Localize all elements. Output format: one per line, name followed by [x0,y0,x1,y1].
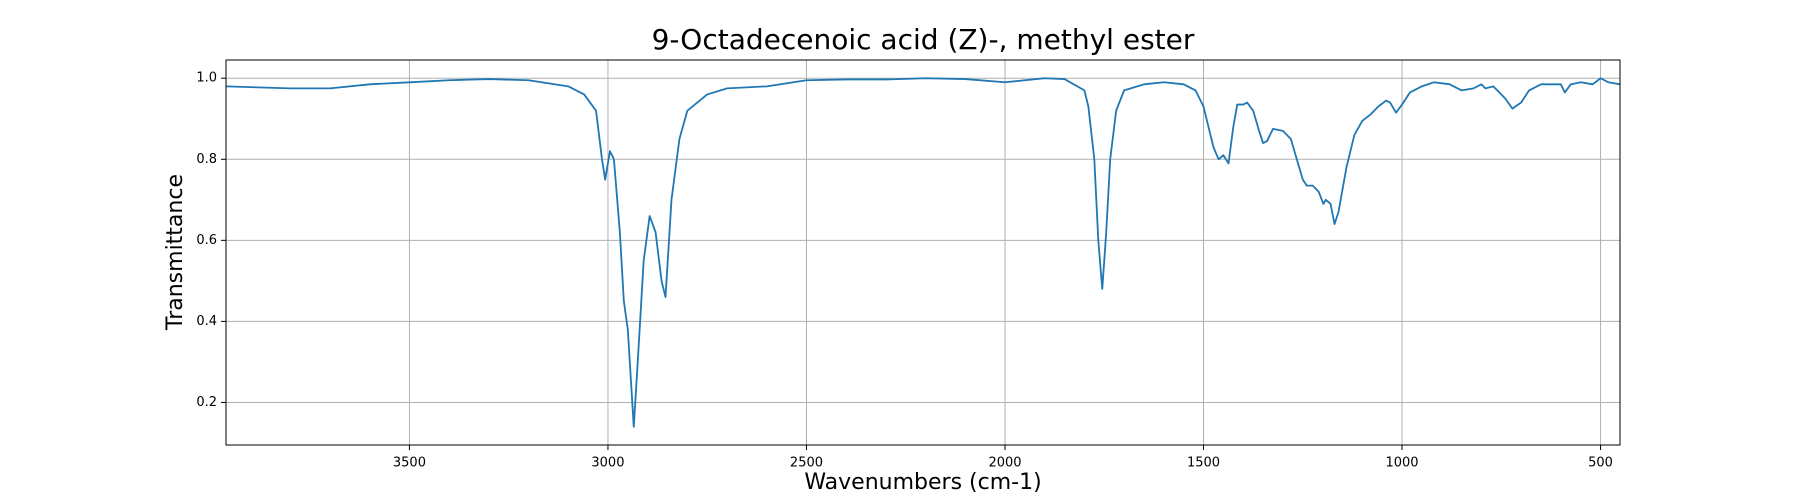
plot-frame [225,59,1621,446]
x-tick-label: 1500 [1187,456,1220,471]
x-tick-label: 500 [1588,456,1613,471]
y-tick-label: 0.6 [196,233,217,248]
x-axis-label: Wavenumbers (cm-1) [804,470,1041,495]
y-tick-label: 1.0 [196,71,217,86]
x-tick-label: 3000 [591,456,624,471]
y-tick-label: 0.8 [196,152,217,167]
y-axis-label: Transmittance [163,174,188,331]
x-tick-label: 2500 [790,456,823,471]
x-tick-label: 3500 [393,456,426,471]
y-tick-label: 0.2 [196,395,217,410]
spectrum-line [225,77,1621,428]
x-tick-label: 1000 [1385,456,1418,471]
chart-title: 9-Octadecenoic acid (Z)-, methyl ester [652,23,1195,56]
x-tick-label: 2000 [988,456,1021,471]
y-tick-label: 0.4 [196,314,217,329]
